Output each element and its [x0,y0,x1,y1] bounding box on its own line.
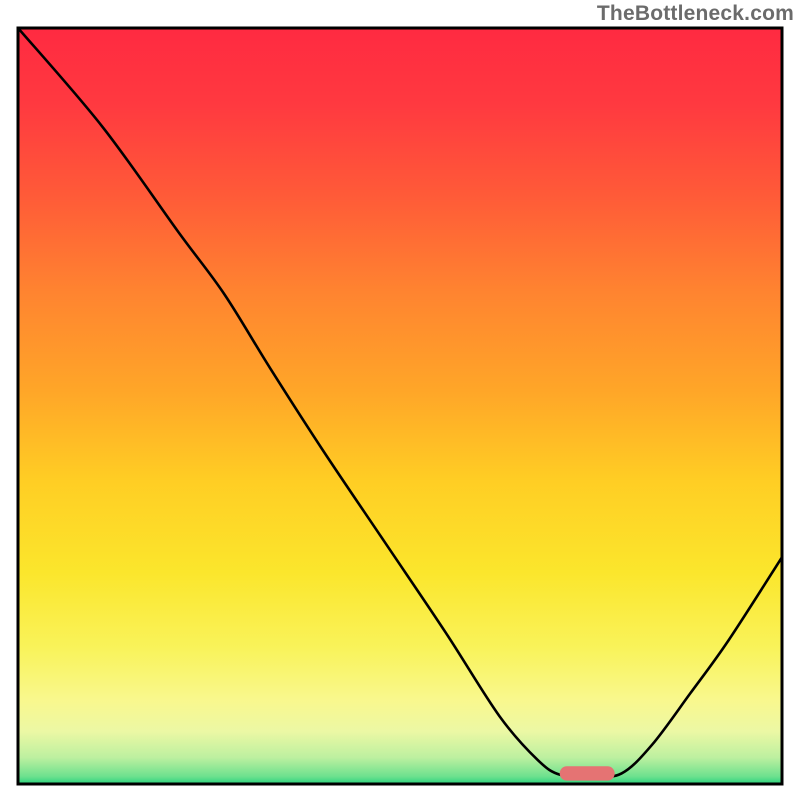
gradient-background [18,28,782,784]
plot-area [18,28,782,784]
watermark-text: TheBottleneck.com [597,2,794,26]
chart-container: { "watermark": "TheBottleneck.com", "cha… [0,0,800,800]
optimal-marker [560,766,615,780]
bottleneck-chart [0,0,800,800]
